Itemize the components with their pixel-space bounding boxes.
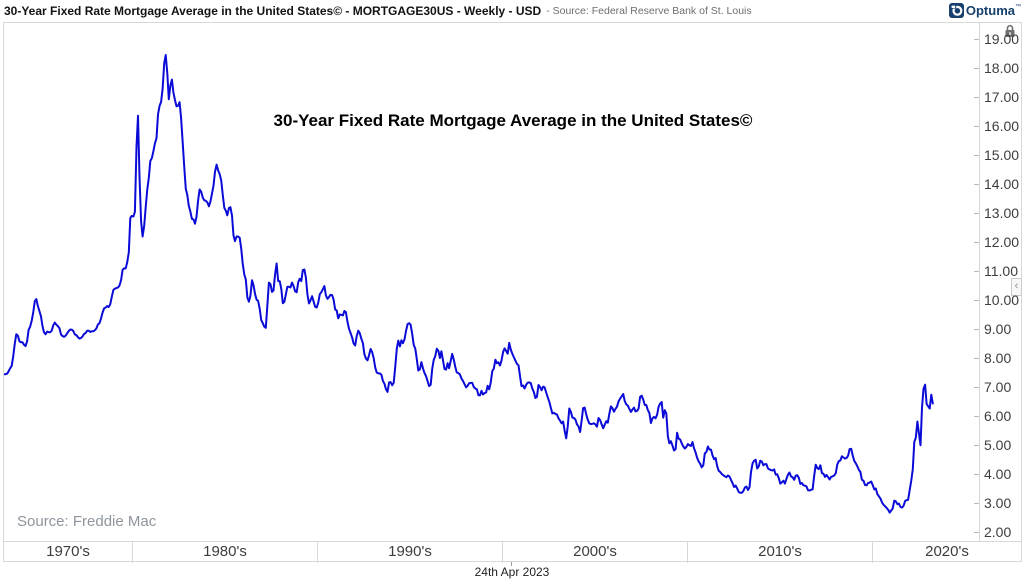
x-axis-decade-band[interactable]: 1970's 1980's 1990's 2000's 2010's 2020's <box>4 541 1021 563</box>
y-axis-tick <box>974 474 979 475</box>
y-axis-tick <box>974 97 979 98</box>
y-axis-label: 9.00 <box>984 321 1012 337</box>
y-axis-label: 19.00 <box>984 31 1020 47</box>
y-axis-tick <box>974 358 979 359</box>
chart-panel: 30-Year Fixed Rate Mortgage Average in t… <box>3 22 1022 563</box>
y-axis-tick <box>974 300 979 301</box>
y-axis-label: 15.00 <box>984 147 1020 163</box>
y-axis-label: 13.00 <box>984 205 1020 221</box>
y-axis-tick <box>974 387 979 388</box>
y-axis-tick <box>974 271 979 272</box>
footer-date: 24th Apr 2023 <box>474 565 550 579</box>
y-axis-tick <box>974 503 979 504</box>
mortgage-rate-line <box>4 54 934 514</box>
chart-header-source: - Source: Federal Reserve Bank of St. Lo… <box>546 5 752 17</box>
y-axis-tick <box>974 532 979 533</box>
y-axis-tick <box>974 242 979 243</box>
y-axis-label: 5.00 <box>984 437 1012 453</box>
y-axis-label: 12.00 <box>984 234 1020 250</box>
y-axis-tick <box>974 68 979 69</box>
y-axis-label: 18.00 <box>984 60 1020 76</box>
optuma-logo: Optuma ™ <box>948 3 1021 18</box>
x-axis-decade-cell[interactable]: 2010's <box>688 542 873 563</box>
axis-lock-icon[interactable] <box>1003 24 1017 38</box>
y-axis-tick <box>974 184 979 185</box>
optuma-logo-icon <box>948 3 964 18</box>
y-axis-label: 10.00 <box>984 292 1020 308</box>
chart-header-title: 30-Year Fixed Rate Mortgage Average in t… <box>4 4 542 18</box>
y-axis-tick <box>974 445 979 446</box>
price-line-svg <box>4 54 934 514</box>
y-axis-tick <box>974 416 979 417</box>
y-axis-label: 3.00 <box>984 495 1012 511</box>
y-axis-tick <box>974 39 979 40</box>
collapse-panel-chevron-icon[interactable]: ‹ <box>1011 278 1022 296</box>
x-axis-decade-cell[interactable]: 1980's <box>133 542 318 563</box>
y-axis-label: 6.00 <box>984 408 1012 424</box>
y-axis-label: 14.00 <box>984 176 1020 192</box>
x-axis-decade-cell[interactable]: 1970's <box>4 542 133 563</box>
chart-title: 30-Year Fixed Rate Mortgage Average in t… <box>273 111 753 130</box>
y-axis-tick <box>974 126 979 127</box>
x-axis-decade-cell[interactable]: 1990's <box>318 542 503 563</box>
x-axis-center-tick <box>511 562 512 566</box>
y-axis-label: 4.00 <box>984 466 1012 482</box>
x-axis-decade-cell[interactable]: 2020's <box>925 543 969 560</box>
y-axis-label: 17.00 <box>984 89 1020 105</box>
y-axis-tick <box>974 213 979 214</box>
y-axis-label: 8.00 <box>984 350 1012 366</box>
y-axis-tick <box>974 155 979 156</box>
chart-header-bar: 30-Year Fixed Rate Mortgage Average in t… <box>0 0 1024 22</box>
y-axis-gutter[interactable]: ‹ 19.00 18.00 17.00 16.00 15.00 14.00 13.00 12.… <box>980 23 1022 541</box>
plot-area[interactable]: 30-Year Fixed Rate Mortgage Average in t… <box>4 23 980 541</box>
x-axis-decade-cell[interactable]: 2000's <box>503 542 688 563</box>
y-axis-label: 7.00 <box>984 379 1012 395</box>
y-axis-label: 16.00 <box>984 118 1020 134</box>
source-annotation: Source: Freddie Mac <box>17 513 157 530</box>
y-axis-label: 11.00 <box>984 263 1018 279</box>
y-axis-label: 2.00 <box>984 524 1012 540</box>
y-axis-tick <box>974 329 979 330</box>
optuma-logo-trademark: ™ <box>1015 4 1021 10</box>
optuma-logo-text: Optuma <box>965 3 1015 18</box>
